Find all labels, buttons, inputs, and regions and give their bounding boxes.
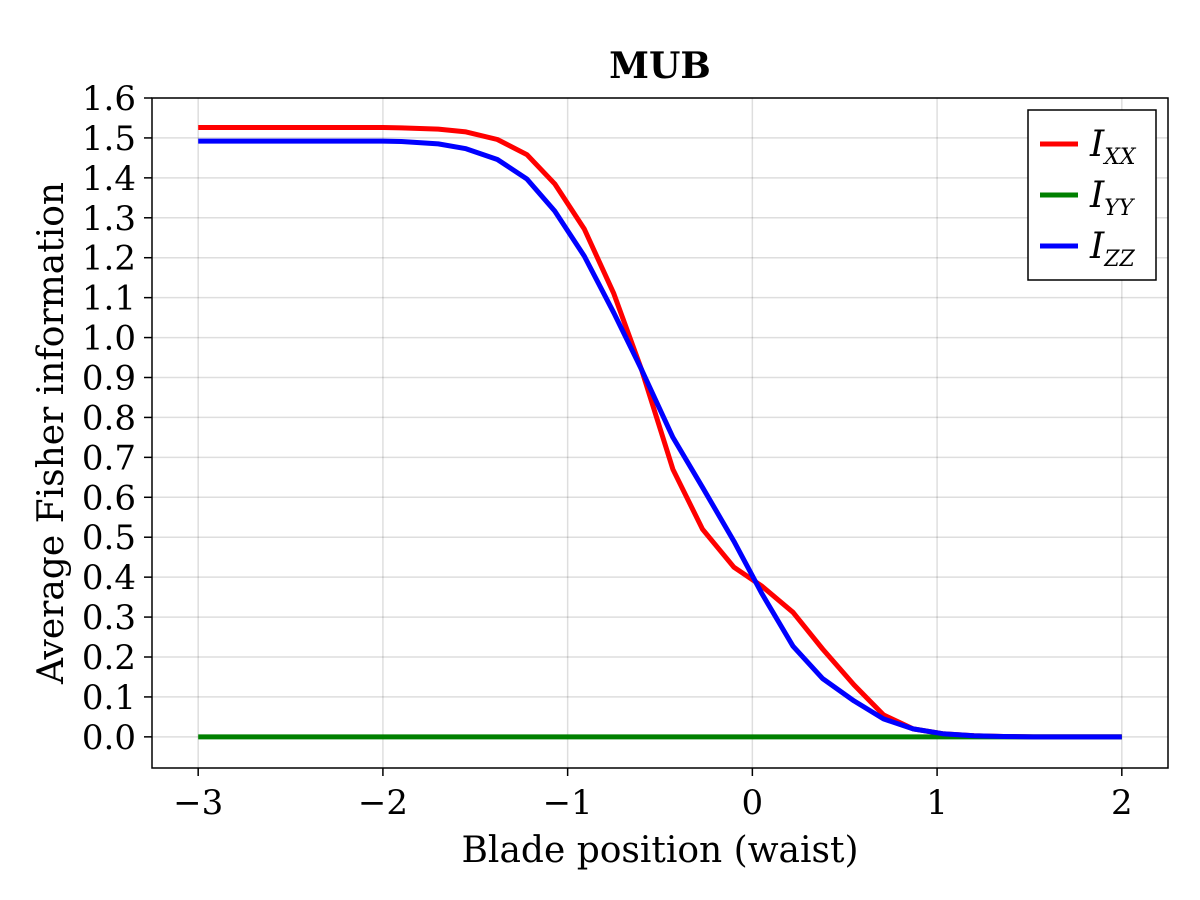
y-tick-label: 1.1 bbox=[82, 279, 136, 319]
legend-label: IZZ bbox=[1089, 226, 1136, 272]
y-tick-label: 0.1 bbox=[82, 678, 136, 718]
plot-frame bbox=[151, 97, 1169, 769]
x-tick-label: −2 bbox=[358, 783, 408, 823]
x-tick-label: 0 bbox=[742, 783, 764, 823]
legend-label: IYY bbox=[1089, 175, 1136, 221]
y-tick-label: 1.2 bbox=[82, 239, 136, 279]
y-tick-label: 0.3 bbox=[82, 598, 136, 638]
y-tick-label: 0.2 bbox=[82, 638, 136, 678]
x-tick-label: −1 bbox=[543, 783, 593, 823]
y-tick-label: 1.4 bbox=[82, 159, 136, 199]
y-tick-label: 0.6 bbox=[82, 478, 136, 518]
y-tick-label: 0.5 bbox=[82, 518, 136, 558]
axis-ticks: −3 −2 −1 0 1 20.00.10.20.30.40.50.60.70.80.91… bbox=[82, 79, 1133, 823]
x-tick-label: −3 bbox=[173, 783, 223, 823]
y-tick-label: 1.0 bbox=[82, 319, 136, 359]
legend: IXX IYY IZZ bbox=[1027, 109, 1157, 281]
y-tick-label: 0.0 bbox=[82, 718, 136, 758]
y-tick-label: 0.8 bbox=[82, 398, 136, 438]
y-tick-label: 0.9 bbox=[82, 358, 136, 398]
series-lines bbox=[198, 125, 1122, 740]
series-line-zz bbox=[198, 138, 1122, 740]
chart-title: MUB bbox=[609, 45, 711, 87]
y-tick-label: 0.7 bbox=[82, 438, 136, 478]
x-tick-label: 2 bbox=[1111, 783, 1133, 823]
series-line-xx bbox=[198, 125, 1122, 740]
x-tick-label: 1 bbox=[926, 783, 948, 823]
y-tick-label: 0.4 bbox=[82, 558, 136, 598]
y-tick-label: 1.6 bbox=[82, 79, 136, 119]
y-axis-title: Average Fisher information bbox=[31, 182, 72, 685]
x-axis-title: Blade position (waist) bbox=[461, 830, 858, 871]
y-tick-label: 1.5 bbox=[82, 119, 136, 159]
legend-label: IXX bbox=[1089, 124, 1137, 170]
y-tick-label: 1.3 bbox=[82, 199, 136, 239]
